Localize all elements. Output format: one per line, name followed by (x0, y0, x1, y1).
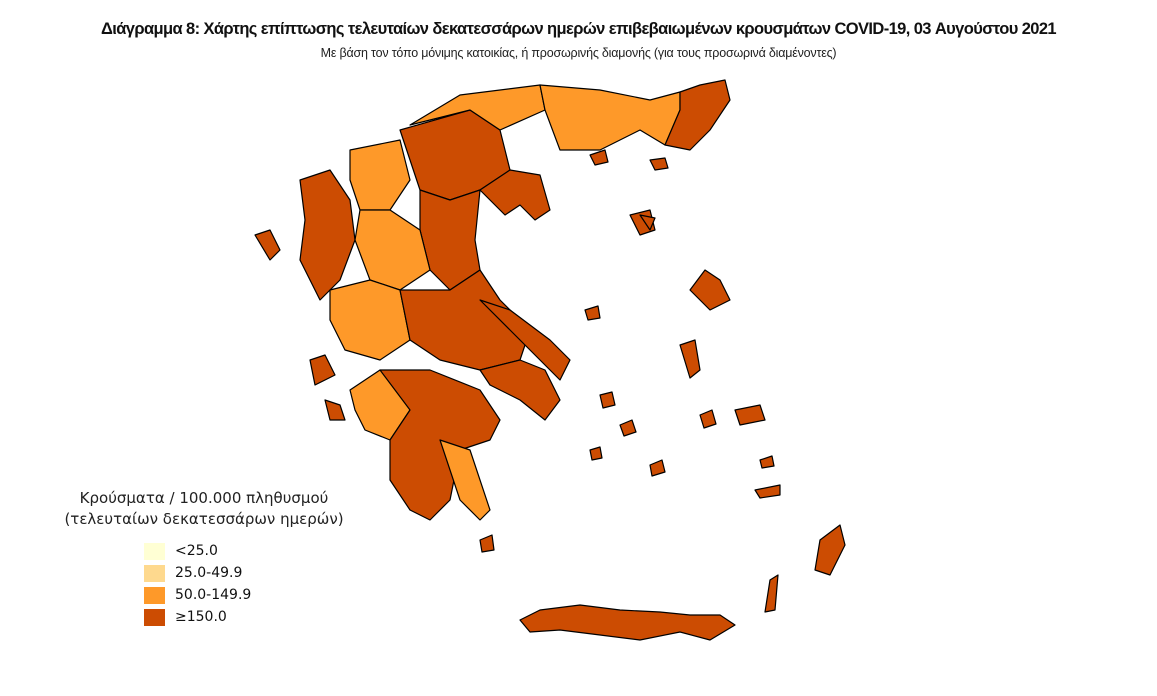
map-region (479, 534, 495, 553)
map-region (619, 419, 637, 437)
map-region (589, 149, 609, 166)
map-region (699, 409, 717, 429)
legend-label: ≥150.0 (175, 609, 227, 625)
map-region (349, 139, 411, 211)
map-region (299, 169, 356, 301)
legend-swatch (144, 542, 165, 560)
map-region (519, 604, 736, 641)
legend-item: <25.0 (144, 540, 364, 562)
legend-label: 50.0-149.9 (175, 587, 252, 603)
map-region (679, 339, 701, 379)
map-region (254, 229, 281, 261)
map-region (379, 369, 501, 521)
legend-swatch (144, 586, 165, 604)
map-region (664, 79, 731, 151)
map-region (754, 484, 781, 499)
map-region (479, 169, 551, 221)
map-region (639, 214, 656, 231)
map-region (759, 455, 775, 469)
map-region (479, 299, 571, 381)
map-region (649, 459, 666, 477)
legend-swatch (144, 564, 165, 582)
map-region (439, 439, 491, 521)
map-region (419, 189, 481, 291)
map-region (539, 84, 681, 151)
legend-label: 25.0-49.9 (175, 565, 243, 581)
map-subtitle: Με βάση τον τόπο μόνιμης κατοικίας, ή πρ… (320, 46, 837, 60)
map-region (589, 446, 603, 461)
legend-item: 25.0-49.9 (144, 562, 364, 584)
map-region (329, 279, 411, 361)
map-region (309, 354, 336, 386)
legend-item: 50.0-149.9 (144, 584, 364, 606)
map-region (689, 269, 731, 311)
legend-item: ≥150.0 (144, 606, 364, 628)
map-region (479, 359, 561, 421)
map-region (599, 391, 616, 409)
legend-title-line2: (τελευταίων δεκατεσσάρων ημερών) (64, 510, 344, 528)
map-region (814, 524, 846, 576)
map-region (354, 209, 431, 291)
map-region (764, 574, 779, 613)
map-region (734, 404, 766, 426)
legend-swatch (144, 608, 165, 626)
legend: Κρούσματα / 100.000 πληθυσμού (τελευταίω… (44, 488, 364, 628)
map-region (324, 399, 346, 421)
map-title: Διάγραμμα 8: Χάρτης επίπτωσης τελευταίων… (100, 20, 1057, 38)
legend-title-line1: Κρούσματα / 100.000 πληθυσμού (79, 489, 329, 507)
legend-label: <25.0 (175, 543, 218, 559)
map-region (649, 157, 669, 171)
map-region (584, 305, 601, 321)
